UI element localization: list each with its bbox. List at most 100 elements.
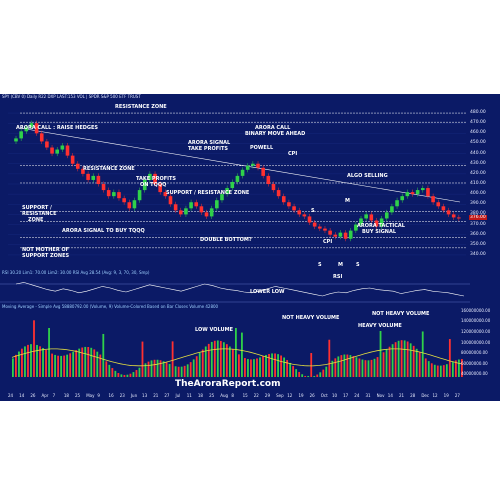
- volume-bar: [454, 360, 457, 377]
- candle-body: [240, 169, 245, 176]
- annotation-2: ARORA CALL : RAISE HEDGES: [16, 125, 99, 131]
- volume-bar: [334, 358, 337, 377]
- volume-bar: [265, 354, 267, 377]
- annotation-23: BUY SIGNAL: [362, 229, 397, 235]
- candle-body: [323, 228, 327, 231]
- volume-bar: [313, 375, 316, 377]
- volume-bar: [358, 358, 361, 377]
- volume-bar: [216, 340, 219, 377]
- candle-body: [328, 230, 332, 235]
- x-tick-label: May: [86, 393, 95, 398]
- annotation-16: ZONE: [28, 217, 44, 223]
- volume-bar: [108, 364, 111, 377]
- volume-bar: [90, 347, 93, 377]
- volume-bar: [409, 343, 412, 377]
- x-tick-label: 18: [63, 393, 69, 398]
- x-tick-label: 11: [186, 393, 192, 398]
- x-tick-label: 12: [432, 393, 438, 398]
- candle-body: [436, 202, 441, 207]
- volume-bar: [36, 344, 38, 377]
- trend-line: [19, 127, 461, 203]
- x-tick-label: 22: [253, 393, 259, 398]
- volume-bar: [12, 358, 14, 377]
- candle-body: [19, 131, 23, 139]
- volume-bar: [280, 355, 282, 377]
- candle-body: [117, 192, 121, 199]
- candle-body: [24, 127, 29, 132]
- x-tick-label: 21: [398, 393, 405, 398]
- volume-bar: [204, 346, 207, 377]
- volume-bar: [63, 355, 66, 377]
- volume-tick-label: 140000000.00: [461, 318, 491, 324]
- candle-body: [209, 208, 214, 217]
- annotation-11: ON TQQQ: [140, 182, 167, 188]
- volume-bar: [346, 354, 349, 377]
- annotation-18: S: [311, 208, 315, 214]
- volume-bar: [277, 354, 279, 377]
- volume-bar: [439, 365, 442, 377]
- volume-bar: [129, 373, 132, 377]
- candle-body: [271, 184, 276, 191]
- candle-body: [112, 192, 116, 197]
- x-tick-label: Oct: [320, 393, 328, 398]
- volume-bar: [147, 361, 150, 377]
- volume-bar: [114, 370, 117, 377]
- volume-tick-label: 60000000.00: [461, 360, 488, 366]
- volume-bar: [262, 356, 264, 377]
- volume-bar: [367, 360, 370, 377]
- volume-bar: [331, 360, 334, 377]
- volume-bar: [30, 344, 32, 377]
- candle-body: [287, 202, 291, 207]
- volume-bar: [325, 366, 328, 377]
- x-tick-label: 13: [142, 393, 148, 398]
- volume-bar: [171, 341, 174, 377]
- candle-body: [132, 200, 137, 209]
- candle-body: [261, 167, 265, 176]
- volume-bar: [298, 371, 301, 377]
- volume-bar: [75, 350, 78, 377]
- volume-bar: [219, 340, 222, 377]
- volume-bar: [283, 357, 286, 377]
- volume-bar: [183, 365, 186, 377]
- candle-body: [142, 179, 147, 191]
- candle-body: [81, 168, 85, 174]
- annotation-8: CPI: [288, 151, 298, 157]
- volume-bar: [78, 348, 81, 377]
- candle-body: [421, 188, 425, 191]
- volume-bar: [165, 362, 168, 377]
- price-tick-label: 460.00: [470, 130, 486, 136]
- volume-bar: [189, 362, 192, 377]
- x-tick-label: Apr: [41, 393, 49, 398]
- volume-bar: [406, 341, 409, 377]
- volume-bar: [328, 339, 331, 377]
- volume-bar: [304, 375, 307, 377]
- x-tick-label: 25: [209, 393, 215, 398]
- candle-body: [178, 210, 183, 215]
- volume-bar: [120, 374, 123, 377]
- volume-bar: [102, 333, 105, 377]
- volume-bar: [105, 361, 108, 377]
- candle-body: [256, 163, 260, 168]
- volume-bar: [156, 359, 159, 377]
- volume-bar: [42, 348, 44, 377]
- annotation-13: ALGO SELLING: [347, 173, 388, 179]
- candle-body: [384, 212, 389, 219]
- x-tick-label: 26: [30, 393, 36, 398]
- candle-body: [14, 138, 18, 142]
- volume-bar: [259, 357, 261, 377]
- price-gridlines: [8, 112, 466, 256]
- annotation-5: ARORA CALL: [255, 125, 291, 131]
- x-tick-label: 8: [231, 393, 234, 398]
- candle-body: [276, 190, 281, 197]
- candle-body: [55, 149, 59, 154]
- candle-body: [405, 192, 410, 197]
- candle-body: [163, 192, 168, 197]
- price-tick-label: 390.00: [470, 201, 486, 207]
- volume-tick-label: 40000000.00: [461, 371, 488, 377]
- volume-bar: [451, 361, 454, 377]
- price-tick-label: 360.00: [470, 231, 486, 237]
- volume-bar: [394, 342, 397, 377]
- volume-bar: [433, 364, 436, 377]
- price-tick-label: 420.00: [470, 170, 486, 176]
- x-tick-label: Dec: [421, 393, 430, 398]
